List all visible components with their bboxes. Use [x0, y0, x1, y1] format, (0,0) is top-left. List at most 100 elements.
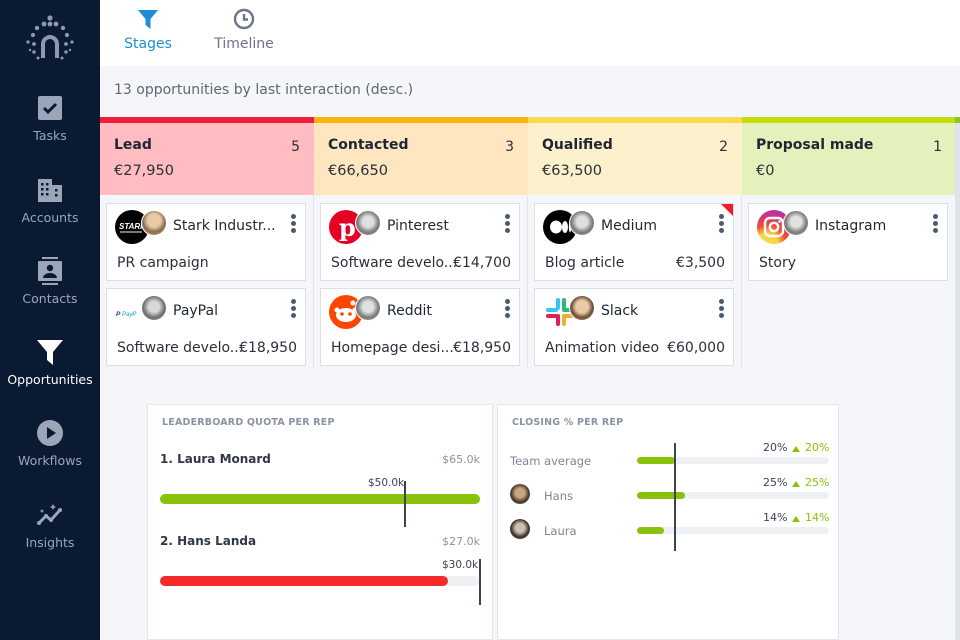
tab-timeline[interactable]: Timeline [212, 8, 276, 52]
closing-bar [637, 457, 829, 464]
deal-amount: €14,700 [453, 255, 511, 271]
rep-name: 2. Hans Landa [160, 534, 257, 548]
stage-title: Qualified [542, 137, 613, 153]
stage-count: 1 [933, 139, 942, 155]
more-options-icon[interactable] [931, 214, 939, 236]
next-column-color-bar [955, 117, 960, 123]
more-options-icon[interactable] [717, 299, 725, 321]
sidebar-item-workflows[interactable]: Workflows [0, 419, 100, 491]
tab-label: Stages [124, 36, 172, 52]
widget-title: LEADERBOARD QUOTA PER REP [162, 417, 335, 428]
sidebar-item-label: Accounts [21, 210, 79, 225]
opportunity-card[interactable]: STARK Stark Industr... PR campaign [106, 203, 306, 281]
slack-logo [543, 295, 577, 329]
company-name: Slack [601, 303, 639, 319]
more-options-icon[interactable] [717, 214, 725, 236]
company-name: Reddit [387, 303, 432, 319]
stage-column-contacted: Contacted 3 €66,650 p Pinterest Software… [314, 117, 528, 367]
opportunity-card[interactable]: P PayP PayPal Software develo... €18,950 [106, 288, 306, 366]
quota-bar-fill [160, 494, 480, 504]
quota-bar-fill [160, 576, 448, 586]
opportunities-summary: 13 opportunities by last interaction (de… [114, 82, 414, 98]
funnel-icon [138, 10, 158, 29]
quota-bar [160, 576, 480, 586]
sidebar-item-tasks[interactable]: Tasks [0, 94, 100, 166]
stage-count: 3 [505, 139, 514, 155]
deal-name: PR campaign [117, 255, 209, 271]
opportunity-card[interactable]: Instagram Story [748, 203, 948, 281]
closing-bar-fill [637, 527, 664, 534]
stage-header[interactable]: Qualified 2 €63,500 [528, 117, 742, 195]
building-icon [38, 179, 62, 202]
stage-color-bar [100, 117, 314, 123]
deal-name: Animation video [545, 340, 660, 356]
leaderboard-widget: LEADERBOARD QUOTA PER REP 1. Laura Monar… [147, 404, 493, 640]
more-options-icon[interactable] [503, 214, 511, 236]
quota-bar [160, 494, 480, 504]
opportunity-card[interactable]: Medium Blog article €3,500 [534, 203, 734, 281]
stage-card-list: Instagram Story [742, 195, 956, 367]
play-circle-icon [37, 420, 63, 446]
opportunity-card[interactable]: p Pinterest Software develo... €14,700 [320, 203, 520, 281]
sidebar-item-label: Contacts [22, 291, 78, 306]
stage-count: 2 [719, 139, 728, 155]
rep-avatar [510, 519, 530, 539]
checkbox-icon [38, 96, 62, 120]
rep-value: $65.0k [442, 453, 480, 466]
funnel-icon [37, 340, 63, 365]
stage-card-list: p Pinterest Software develo... €14,700 R… [314, 195, 528, 367]
deal-amount: €18,950 [453, 340, 511, 356]
company-name: Pinterest [387, 218, 449, 234]
closing-delta: 20% [805, 441, 830, 454]
stage-column-lead: Lead 5 €27,950 STARK Stark Industr... PR… [100, 117, 314, 367]
sidebar-item-insights[interactable]: Insights [0, 501, 100, 573]
closing-rate-widget: CLOSING % PER REP Team average 20% 20% H… [497, 404, 839, 640]
more-options-icon[interactable] [503, 299, 511, 321]
owner-avatar [783, 210, 809, 236]
deal-name: Software develo... [117, 340, 244, 356]
closing-delta: 14% [805, 511, 830, 524]
sidebar-item-accounts[interactable]: Accounts [0, 176, 100, 248]
closing-pct: 25% [763, 476, 788, 489]
closing-pct: 14% [763, 511, 788, 524]
sidebar-item-label: Tasks [33, 128, 67, 143]
sidebar-item-contacts[interactable]: Contacts [0, 257, 100, 329]
deal-name: Story [759, 255, 796, 271]
svg-text:P: P [116, 311, 121, 318]
stage-color-bar [742, 117, 956, 123]
contact-card-icon [38, 257, 62, 285]
tab-stages[interactable]: Stages [122, 8, 174, 52]
stage-header[interactable]: Lead 5 €27,950 [100, 117, 314, 195]
app-logo-icon[interactable] [24, 14, 76, 62]
clock-icon [233, 8, 255, 30]
stage-title: Contacted [328, 137, 409, 153]
sidebar-item-label: Opportunities [7, 372, 93, 387]
stage-total: €66,650 [328, 163, 388, 179]
sidebar-item-opportunities[interactable]: Opportunities [0, 338, 100, 410]
deal-name: Software develo... [331, 255, 458, 271]
more-options-icon[interactable] [289, 299, 297, 321]
opportunity-card[interactable]: Slack Animation video €60,000 [534, 288, 734, 366]
closing-pct: 20% [763, 441, 788, 454]
row-label: Laura [544, 524, 577, 538]
company-name: PayPal [173, 303, 218, 319]
stage-title: Lead [114, 137, 152, 153]
owner-avatar [355, 295, 381, 321]
more-options-icon[interactable] [289, 214, 297, 236]
stage-column-qualified: Qualified 2 €63,500 Medium Blog article … [528, 117, 742, 367]
stage-card-list: Medium Blog article €3,500 Slac [528, 195, 742, 367]
company-name: Medium [601, 218, 657, 234]
stage-header[interactable]: Proposal made 1 €0 [742, 117, 956, 195]
quota-marker [479, 559, 481, 605]
closing-bar [637, 527, 829, 534]
stage-color-bar [314, 117, 528, 123]
tab-label: Timeline [214, 36, 274, 52]
owner-avatar [569, 210, 595, 236]
rep-value: $27.0k [442, 535, 480, 548]
opportunity-card[interactable]: Reddit Homepage desi... €18,950 [320, 288, 520, 366]
owner-avatar [569, 295, 595, 321]
stage-header[interactable]: Contacted 3 €66,650 [314, 117, 528, 195]
stage-total: €0 [756, 163, 775, 179]
stage-title: Proposal made [756, 137, 874, 153]
owner-avatar [355, 210, 381, 236]
